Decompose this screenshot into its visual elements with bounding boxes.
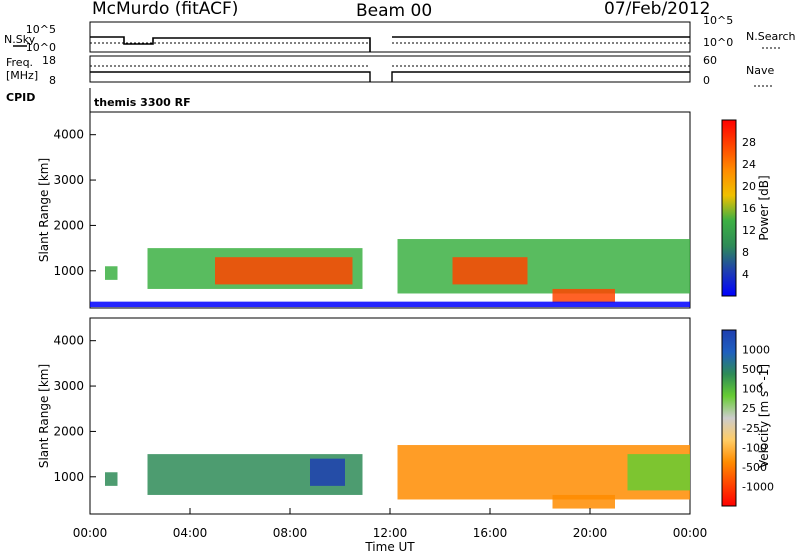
- nsearch-tick-bottom: 10^0: [703, 36, 733, 49]
- colorbar-tick-label: 8: [742, 246, 749, 259]
- colorbar-tick-label: -25: [742, 422, 760, 435]
- velocity-colorbar: [721, 329, 737, 507]
- colorbar-tick-label: 25: [742, 402, 756, 415]
- data-band: [627, 454, 690, 491]
- x-tick-label: 00:00: [673, 526, 708, 540]
- time-axis-ticks: 00:00 04:00 08:00 12:00 16:00 20:00 00:00: [73, 508, 708, 540]
- power-data-layer: [90, 239, 690, 308]
- beam-title: Beam 00: [356, 1, 432, 21]
- date-title: 07/Feb/2012: [604, 0, 710, 19]
- power-colorbar: [721, 119, 737, 297]
- power-y-ticks: 4000 3000 2000 1000: [53, 128, 96, 278]
- freq-tick-bottom: 8: [49, 74, 56, 87]
- colorbar-tick-label: 20: [742, 180, 756, 193]
- data-band: [215, 257, 353, 285]
- freq-label-1: Freq.: [6, 56, 33, 69]
- velocity-panel: 4000 3000 2000 1000 Slant Range [km] 1000 50…: [37, 317, 774, 515]
- power-colorbar-label: Power [dB]: [757, 175, 771, 240]
- cpid-value: themis 3300 RF: [94, 96, 191, 109]
- freq-label-2: [MHz]: [6, 69, 38, 82]
- velocity-colorbar-ticks: 1000 500 100 25 -25 -100 -500 -1000: [742, 344, 774, 494]
- colorbar-tick-label: 500: [742, 363, 763, 376]
- y-tick-label: 4000: [53, 128, 84, 142]
- freq-tick-top: 18: [42, 54, 56, 67]
- colorbar-tick-label: 4: [742, 268, 749, 281]
- nsky-tick-top: 10^5: [26, 23, 56, 36]
- colorbar-tick-label: 24: [742, 158, 756, 171]
- power-colorbar-ticks: 28 24 20 16 12 8 4: [742, 136, 756, 281]
- data-band: [452, 257, 528, 285]
- nsearch-label: N.Search: [746, 30, 796, 43]
- nave-tick-bottom: 0: [703, 74, 710, 87]
- nave-tick-top: 60: [703, 54, 717, 67]
- time-axis-label: Time UT: [364, 540, 415, 554]
- x-tick-label: 12:00: [373, 526, 408, 540]
- colorbar-tick-label: 12: [742, 224, 756, 237]
- x-tick-label: 00:00: [73, 526, 108, 540]
- power-y-axis-label: Slant Range [km]: [37, 158, 51, 262]
- cpid-label: CPID: [6, 91, 35, 104]
- x-tick-label: 08:00: [273, 526, 308, 540]
- data-band: [552, 494, 615, 509]
- velocity-colorbar-label: Velocity [m s^-1]: [757, 364, 771, 468]
- colorbar-tick-label: 16: [742, 202, 756, 215]
- data-band: [105, 472, 118, 486]
- colorbar-tick-label: -1000: [742, 480, 774, 493]
- nsky-label: N.Sky: [4, 33, 36, 46]
- velocity-y-ticks: 4000 3000 2000 1000: [53, 334, 96, 484]
- x-tick-label: 20:00: [573, 526, 608, 540]
- y-tick-label: 3000: [53, 173, 84, 187]
- power-panel: 4000 3000 2000 1000 Slant Range [km] 28 24 20…: [37, 111, 771, 309]
- freq-series-line: [90, 71, 690, 82]
- data-band: [90, 301, 690, 308]
- colorbar-tick-label: 1000: [742, 344, 770, 357]
- x-tick-label: 04:00: [173, 526, 208, 540]
- velocity-y-axis-label: Slant Range [km]: [37, 364, 51, 468]
- colorbar-tick-label: -100: [742, 441, 767, 454]
- colorbar-tick-label: 28: [742, 136, 756, 149]
- nsky-tick-bottom: 10^0: [26, 41, 56, 54]
- freq-panel-frame: [89, 55, 691, 83]
- data-band: [310, 458, 345, 486]
- colorbar-tick-label: -500: [742, 461, 767, 474]
- y-tick-label: 4000: [53, 334, 84, 348]
- y-tick-label: 2000: [53, 424, 84, 438]
- colorbar-tick-label: 100: [742, 383, 763, 396]
- y-tick-label: 1000: [53, 470, 84, 484]
- y-tick-label: 1000: [53, 264, 84, 278]
- y-tick-label: 3000: [53, 379, 84, 393]
- y-tick-label: 2000: [53, 218, 84, 232]
- data-band: [552, 288, 615, 303]
- nsky-series-line: [90, 36, 690, 52]
- nsearch-tick-top: 10^5: [703, 14, 733, 27]
- data-band: [397, 239, 690, 294]
- station-title: McMurdo (fitACF): [92, 0, 238, 19]
- velocity-data-layer: [105, 445, 690, 509]
- data-band: [105, 266, 118, 280]
- x-tick-label: 16:00: [473, 526, 508, 540]
- nave-label: Nave: [746, 64, 774, 77]
